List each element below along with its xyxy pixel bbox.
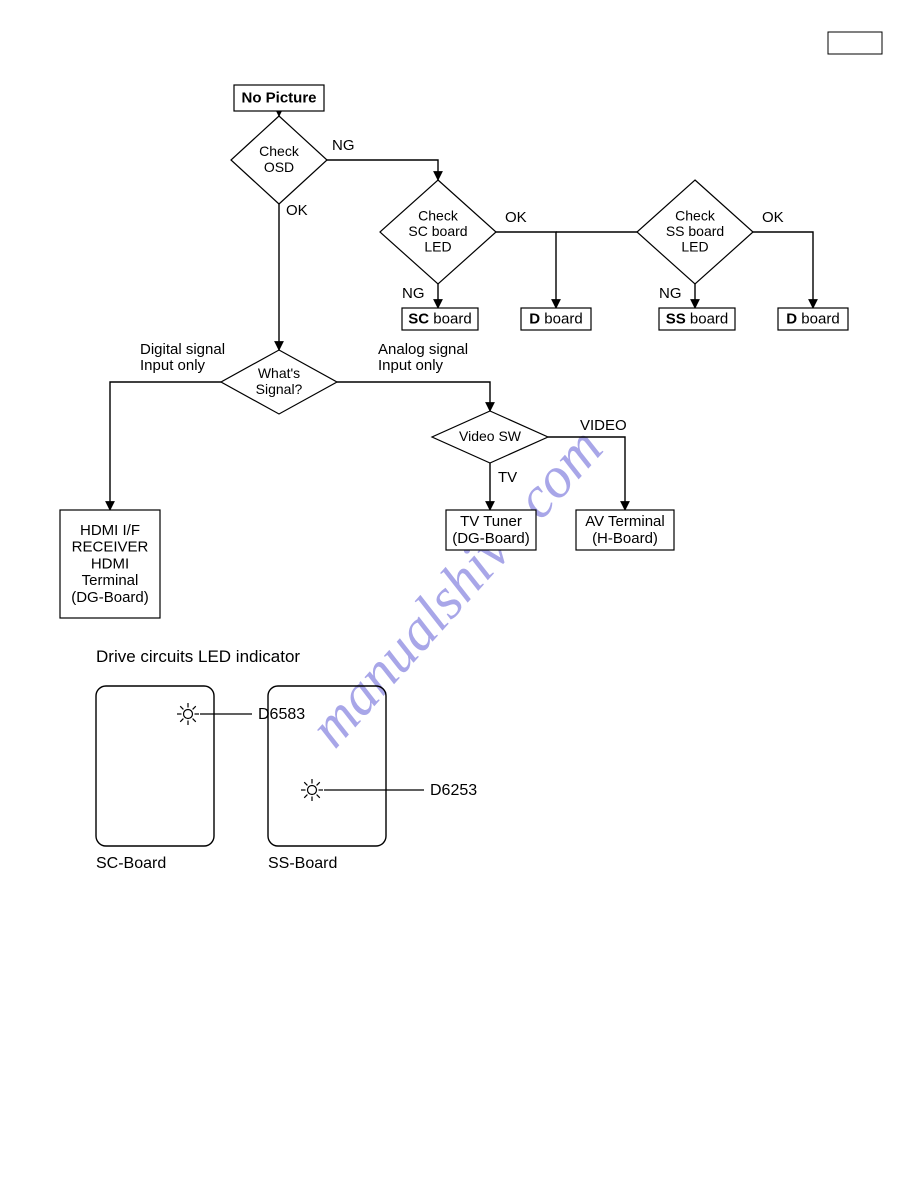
edge-label: Analog signal <box>378 341 468 358</box>
node-d_board_2: D board <box>778 308 848 330</box>
svg-text:Terminal: Terminal <box>82 572 139 589</box>
edge-label: Digital signal <box>140 341 225 358</box>
edge-label: OK <box>762 209 784 226</box>
svg-text:LED: LED <box>424 239 451 255</box>
edge-label: OK <box>505 209 527 226</box>
svg-text:SC-Board: SC-Board <box>96 855 166 872</box>
svg-text:AV Terminal: AV Terminal <box>585 513 664 530</box>
svg-text:(DG-Board): (DG-Board) <box>452 530 530 547</box>
section-title: Drive circuits LED indicator <box>96 647 300 666</box>
svg-text:SC board: SC board <box>408 310 471 327</box>
svg-text:SC board: SC board <box>408 223 467 239</box>
svg-text:Check: Check <box>418 207 459 223</box>
edge-label: Input only <box>378 357 444 374</box>
edge-label: NG <box>402 285 425 302</box>
node-ss_board: SS board <box>659 308 735 330</box>
svg-text:HDMI: HDMI <box>91 555 129 572</box>
edge-label: TV <box>498 469 517 486</box>
edge-label: NG <box>659 285 682 302</box>
svg-text:(DG-Board): (DG-Board) <box>71 589 149 606</box>
svg-text:SS board: SS board <box>666 310 729 327</box>
edge-label: Input only <box>140 357 206 374</box>
node-d_board_1: D board <box>521 308 591 330</box>
led-callout: D6253 <box>430 782 477 799</box>
node-av_term: AV Terminal(H-Board) <box>576 510 674 550</box>
led-callout: D6583 <box>258 706 305 723</box>
node-tv_tuner: TV Tuner(DG-Board) <box>446 510 536 550</box>
svg-text:Check: Check <box>675 207 716 223</box>
svg-text:Check: Check <box>259 143 300 159</box>
node-sc_board: SC board <box>402 308 478 330</box>
svg-text:OSD: OSD <box>264 159 294 175</box>
node-hdmi: HDMI I/FRECEIVERHDMITerminal(DG-Board) <box>60 510 160 618</box>
svg-text:No Picture: No Picture <box>241 89 316 106</box>
edge-label: NG <box>332 137 355 154</box>
svg-text:D board: D board <box>529 310 582 327</box>
svg-text:SS board: SS board <box>666 223 724 239</box>
node-start: No Picture <box>234 85 324 111</box>
svg-text:TV Tuner: TV Tuner <box>460 513 522 530</box>
svg-text:RECEIVER: RECEIVER <box>72 539 149 556</box>
svg-text:HDMI I/F: HDMI I/F <box>80 522 140 539</box>
svg-text:D board: D board <box>786 310 839 327</box>
svg-text:Signal?: Signal? <box>256 381 303 397</box>
svg-text:LED: LED <box>681 239 708 255</box>
svg-text:(H-Board): (H-Board) <box>592 530 658 547</box>
svg-text:What's: What's <box>258 365 300 381</box>
edge-label: OK <box>286 202 308 219</box>
edge-label: VIDEO <box>580 417 627 434</box>
svg-text:Video SW: Video SW <box>459 428 522 444</box>
svg-text:SS-Board: SS-Board <box>268 855 337 872</box>
